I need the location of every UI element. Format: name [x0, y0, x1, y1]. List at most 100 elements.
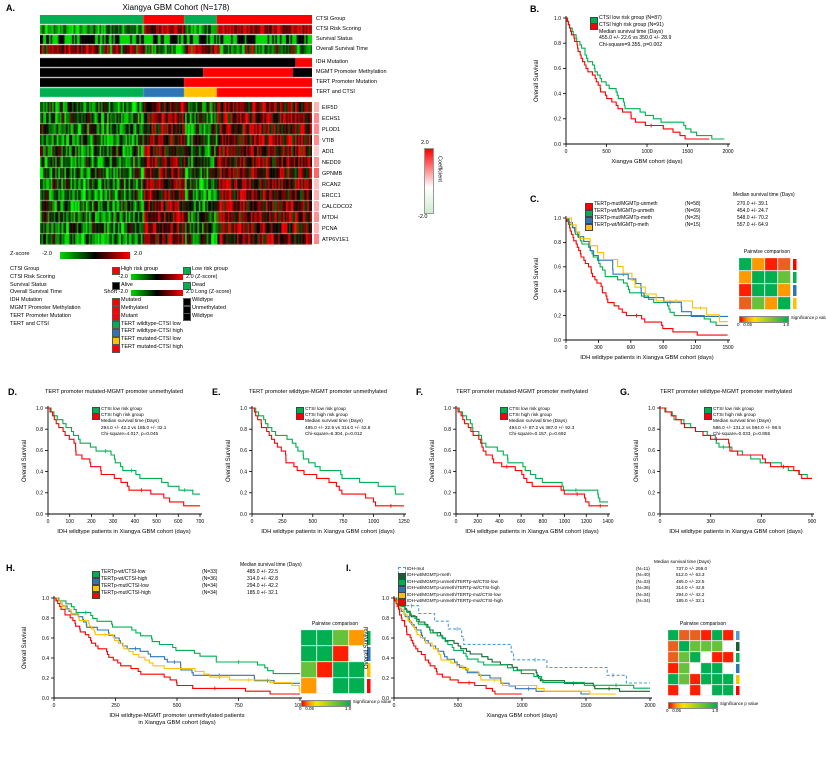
gene-coefficient-cell — [314, 190, 319, 201]
legend-series-label: CTSI low risk group — [509, 406, 550, 411]
median-survival-header: Median survival time (Days) — [654, 559, 711, 564]
legend-swatch — [585, 209, 593, 217]
legend-series-median: 512.0 +/- 63.3 — [676, 572, 705, 578]
km-curve — [566, 217, 728, 336]
gene-coefficient-cell — [314, 113, 319, 124]
colorbar-title: Coefficient — [436, 156, 443, 182]
y-tick-label: 0.6 — [648, 448, 655, 454]
heatmap-gene-expression — [40, 102, 312, 245]
x-axis-label: IDH wildtype patients in Xiangya GBM coh… — [465, 529, 598, 535]
km-curve — [54, 597, 300, 695]
gene-coefficient-cell — [314, 212, 319, 223]
legend-series-label: IDH-wt/MGMTp-unmeth/TERTp-mut/CTSI-high — [407, 598, 503, 603]
zscore-gradient — [60, 252, 130, 259]
y-tick-label: 0.8 — [648, 427, 655, 433]
gene-coefficient-cell — [314, 135, 319, 146]
panel-c-plot: 0.0 0.2 0.4 0.6 0.8 1.0 0 300 600 900 1200 1500 Over… — [534, 216, 734, 361]
y-tick-label: 1.0 — [554, 216, 561, 222]
km-curve — [660, 407, 812, 479]
km-curve — [566, 217, 728, 323]
legend-series-n: (N=15) — [685, 222, 701, 228]
x-tick-label: 600 — [174, 519, 183, 525]
heatmap-legend-name: CTSI Group — [10, 266, 40, 272]
x-tick-label: 1400 — [602, 519, 613, 525]
x-tick-label: 2000 — [644, 703, 655, 709]
gene-label-8: ERCC1 — [322, 192, 341, 199]
y-tick-label: 0.2 — [554, 313, 561, 319]
y-axis-label: Overall Survival — [22, 440, 28, 482]
legend-item-label: TERT mutated-CTSI high — [121, 344, 183, 350]
legend-series-label: TERTp-mut/CTSI-low — [101, 583, 149, 589]
pvalue-tick-1: 1.0 — [783, 322, 790, 327]
legend-swatch — [590, 16, 598, 24]
panel-label-e: E. — [212, 387, 221, 397]
track-label-0: CTSI Group — [316, 16, 346, 22]
legend-gradient-right: 2.0 Long (Z-score) — [186, 289, 232, 296]
legend-series-label: TERTp-wt/CTSI-low — [101, 569, 146, 575]
y-tick-label: 0.8 — [382, 616, 389, 622]
gene-coefficient-cell — [314, 102, 319, 113]
gene-coefficient-cell — [314, 124, 319, 135]
legend-swatch — [183, 297, 191, 306]
colorbar-max-label: 2.0 — [421, 140, 429, 146]
panel-e-plot: 0.0 0.2 0.4 0.6 0.8 1.0 0 250 500 750 1000 1250 Over… — [226, 406, 410, 535]
legend-series-n: (N=36) — [202, 576, 218, 582]
x-tick-label: 0 — [53, 703, 56, 709]
zscore-min-label: -2.0 — [42, 251, 52, 257]
legend-stat-line: 455.0 +/- 22.6 vs 350.0 +/- 28.9 — [599, 35, 672, 42]
y-tick-label: 0.4 — [554, 289, 561, 295]
x-tick-label: 500 — [454, 703, 463, 709]
legend-item-label: Dead — [192, 281, 206, 288]
x-axis-label: IDH wildtype patients in Xiangya GBM coh… — [261, 529, 394, 535]
pvalue-tick-005: 0.05 — [305, 706, 314, 711]
x-axis-label: Xiangya GBM cohort (days) — [486, 713, 557, 719]
pvalue-caption: Significance p value — [791, 315, 826, 320]
heatmap-legend-name: MGMT Promoter Methylation — [10, 305, 81, 311]
y-tick-label: 0.2 — [382, 676, 389, 682]
legend-series-label: CTSI low risk group — [713, 406, 754, 411]
legend-stat-line: Chi-square=9.355, p=0.002 — [599, 42, 663, 49]
pvalue-scale — [668, 702, 718, 709]
legend-swatch — [112, 313, 120, 322]
legend-series-label: IDH-wt/MGMTp-unmeth/TERTp-wt/CTSI-high — [407, 585, 500, 591]
y-tick-label: 0.0 — [36, 512, 43, 518]
panel-b-plot: 0.0 0.2 0.4 0.6 0.8 1.0 0 500 1000 1500 2000 Overal… — [534, 16, 734, 165]
panel-label-b: B. — [530, 4, 539, 14]
heatmap-legend-name: IDH Mutation — [10, 297, 43, 304]
x-tick-label: 400 — [131, 519, 140, 525]
x-tick-label: 0 — [565, 149, 568, 155]
pairwise-grid — [739, 258, 797, 310]
legend-series-median: 314.0 +/- 42.8 — [676, 585, 705, 591]
legend-series-label: CTSI high risk group — [305, 412, 348, 418]
y-tick-label: 0.0 — [240, 512, 247, 518]
gene-label-11: PCNA — [322, 225, 338, 232]
gene-label-6: GPNMB — [322, 170, 343, 177]
x-tick-label: 900 — [659, 345, 668, 351]
legend-swatch — [112, 282, 120, 291]
legend-series-label: CTSI high risk group — [713, 412, 756, 418]
legend-series-n: (N=34) — [202, 583, 218, 589]
km-curve — [394, 597, 522, 695]
x-tick-label: 1500 — [722, 345, 733, 351]
legend-swatch — [112, 297, 120, 306]
y-tick-label: 0.6 — [554, 265, 561, 271]
legend-stat-line: Chi-square=4.017, p=0.045 — [101, 430, 159, 436]
legend-series-label: TERTp-mut/MGMTp-meth — [594, 215, 652, 221]
legend-swatch — [183, 282, 191, 291]
km-curve — [48, 407, 200, 495]
y-tick-label: 0.6 — [36, 448, 43, 454]
panel-label-d: D. — [8, 387, 17, 397]
legend-swatch — [112, 321, 120, 330]
y-tick-label: 1.0 — [648, 406, 655, 412]
legend-series-median: 294.0 +/- 42.2 — [676, 591, 705, 597]
y-tick-label: 0.4 — [648, 469, 655, 475]
legend-item-label: High risk group — [121, 266, 158, 272]
legend-series-median: 314.0 +/- 42.8 — [247, 576, 278, 582]
legend-swatch — [585, 202, 593, 210]
x-tick-label: 0 — [455, 519, 458, 525]
track-label-1: CTSI Risk Scoring — [316, 26, 361, 32]
legend-gradient-bar — [131, 289, 183, 296]
legend-series-label: TERTp-wt/CTSI-high — [101, 576, 148, 582]
x-tick-label: 750 — [234, 703, 243, 709]
x-tick-label: 100 — [66, 519, 75, 525]
